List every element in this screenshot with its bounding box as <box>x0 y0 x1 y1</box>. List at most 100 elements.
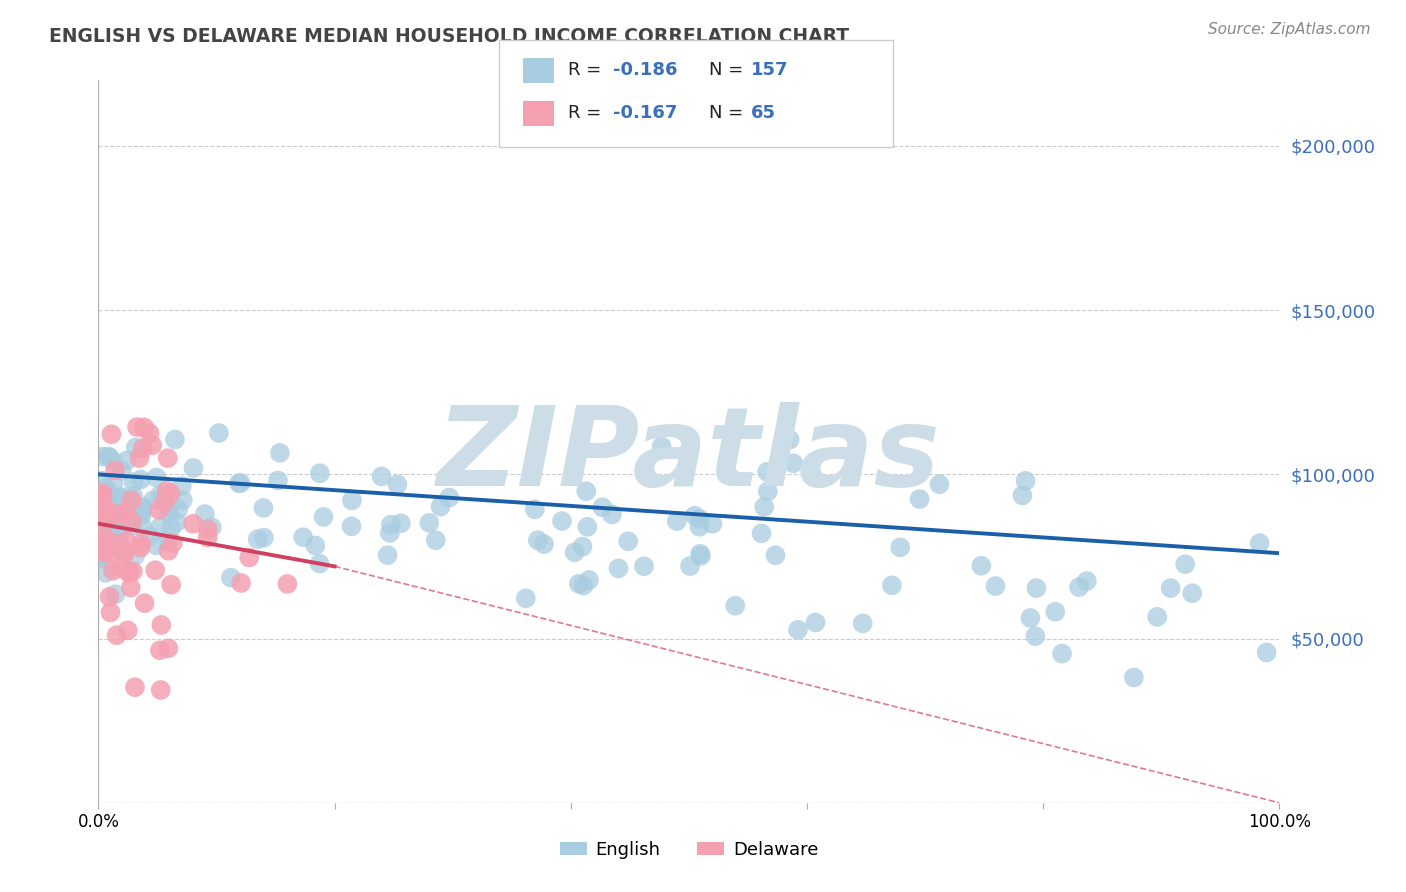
English <box>160 521 183 535</box>
English <box>1122 671 1144 685</box>
English <box>219 571 242 585</box>
Delaware <box>91 545 114 559</box>
English <box>523 502 546 516</box>
English <box>665 514 688 528</box>
English <box>104 514 127 528</box>
English <box>91 549 114 563</box>
English <box>91 533 114 547</box>
English <box>575 484 598 499</box>
Legend: English, Delaware: English, Delaware <box>553 834 825 866</box>
Text: -0.167: -0.167 <box>613 104 678 122</box>
English <box>91 450 114 464</box>
English <box>201 520 224 534</box>
Delaware <box>91 489 114 503</box>
Delaware <box>91 541 114 556</box>
Delaware <box>148 503 170 517</box>
Delaware <box>112 547 135 561</box>
Delaware <box>100 606 122 620</box>
Text: R =: R = <box>568 62 602 79</box>
English <box>104 511 127 525</box>
English <box>292 530 315 544</box>
Delaware <box>97 503 120 517</box>
English <box>91 501 114 516</box>
English <box>157 500 180 515</box>
English <box>110 491 132 505</box>
Delaware <box>157 641 180 656</box>
English <box>111 464 134 478</box>
English <box>564 545 586 559</box>
English <box>131 500 153 515</box>
English <box>252 500 274 515</box>
English <box>578 573 600 587</box>
English <box>1256 645 1278 659</box>
Delaware <box>120 581 142 595</box>
English <box>533 537 555 551</box>
Delaware <box>229 576 252 591</box>
English <box>96 483 118 498</box>
English <box>103 476 125 491</box>
English <box>129 473 152 487</box>
English <box>122 489 145 503</box>
Delaware <box>94 536 117 550</box>
English <box>149 519 172 533</box>
Delaware <box>197 531 219 545</box>
Delaware <box>238 550 260 565</box>
English <box>101 512 124 526</box>
Delaware <box>121 493 143 508</box>
English <box>124 549 146 563</box>
English <box>1045 605 1067 619</box>
English <box>1014 474 1036 488</box>
Delaware <box>141 438 163 452</box>
English <box>145 538 167 552</box>
English <box>208 425 231 440</box>
English <box>683 508 706 523</box>
English <box>122 475 145 490</box>
Delaware <box>149 643 172 657</box>
English <box>527 533 550 548</box>
Delaware <box>97 509 120 524</box>
English <box>600 508 623 522</box>
English <box>93 511 115 525</box>
English <box>1174 557 1197 571</box>
Delaware <box>104 463 127 477</box>
English <box>782 456 804 470</box>
Text: 157: 157 <box>751 62 789 79</box>
English <box>108 527 131 541</box>
English <box>94 481 117 495</box>
English <box>97 502 120 516</box>
Delaware <box>129 536 152 550</box>
English <box>91 497 114 511</box>
Delaware <box>91 542 114 557</box>
English <box>551 514 574 528</box>
English <box>1181 586 1204 600</box>
Delaware <box>97 546 120 560</box>
English <box>246 532 269 546</box>
Delaware <box>153 494 176 508</box>
English <box>96 537 118 551</box>
Delaware <box>160 577 183 591</box>
English <box>121 518 143 533</box>
Delaware <box>129 541 152 555</box>
English <box>149 488 172 502</box>
English <box>91 547 114 561</box>
Delaware <box>276 577 298 591</box>
English <box>267 474 290 488</box>
English <box>125 441 148 455</box>
Delaware <box>150 618 173 632</box>
Delaware <box>134 596 156 610</box>
Delaware <box>128 450 150 465</box>
English <box>389 516 412 531</box>
Delaware <box>181 516 204 531</box>
English <box>340 519 363 533</box>
English <box>378 525 401 540</box>
English <box>97 450 120 464</box>
English <box>568 576 591 591</box>
English <box>572 578 595 592</box>
English <box>702 516 724 531</box>
English <box>183 461 205 475</box>
Delaware <box>134 420 156 434</box>
English <box>651 439 673 453</box>
English <box>131 520 153 534</box>
English <box>1067 580 1090 594</box>
English <box>253 531 276 545</box>
